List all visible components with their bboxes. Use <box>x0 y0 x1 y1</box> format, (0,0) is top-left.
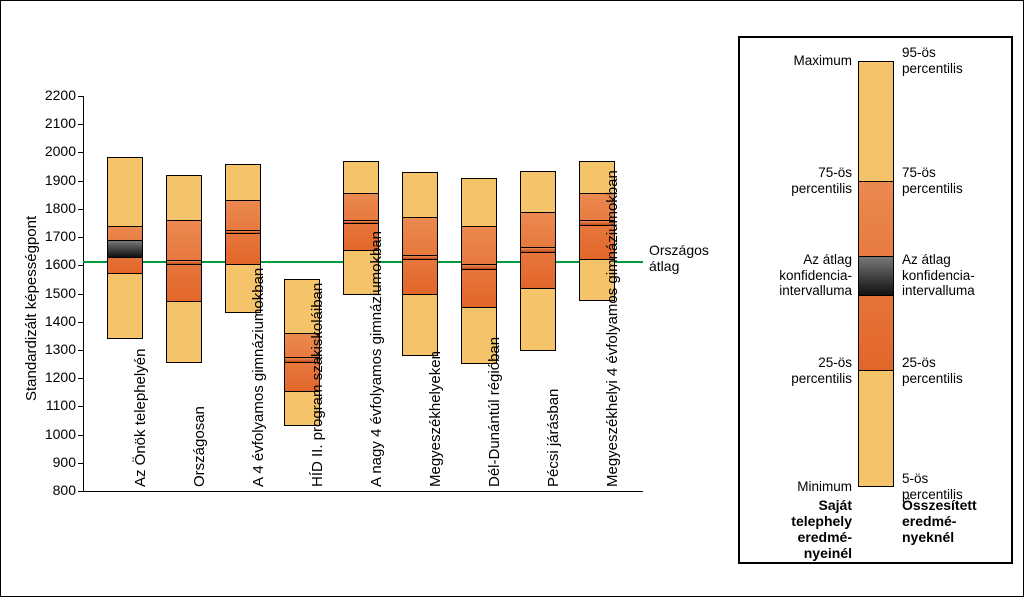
chart-container: 8009001000110012001300140015001600170018… <box>0 0 1024 597</box>
legend-right-label: 95-öspercentilis <box>902 45 1009 76</box>
legend-bottom-left: Sajáttelephelyeredmé-nyeinél <box>744 497 852 561</box>
legend-left-label: Minimum <box>744 479 852 495</box>
legend-right-label: 75-öspercentilis <box>902 165 1009 196</box>
category-label: Pécsi járásban <box>545 389 562 487</box>
category-label: Megyeszékhelyi 4 évfolyamos gimnáziumokb… <box>604 170 621 487</box>
box-ci <box>343 220 379 224</box>
box-ci <box>225 230 261 234</box>
y-tick-label: 2200 <box>28 87 76 103</box>
legend-left-label: 25-öspercentilis <box>744 355 852 386</box>
y-tick-label: 900 <box>28 454 76 470</box>
legend-right-label: Az átlagkonfidencia-intervalluma <box>902 252 1009 299</box>
y-tick-label: 2000 <box>28 143 76 159</box>
box-ci <box>461 264 497 270</box>
category-label: HÍD II. program szakiskoláiban <box>309 283 326 487</box>
legend-right-label: 25-öspercentilis <box>902 355 1009 386</box>
category-label: A 4 évfolyamos gimnáziumokban <box>250 268 267 487</box>
category-label: Országosan <box>191 406 208 487</box>
category-label: Megyeszékhelyeken <box>427 351 444 487</box>
reference-line-label: Országosátlag <box>649 242 709 274</box>
category-label: A nagy 4 évfolyamos gimnáziumokban <box>368 231 385 487</box>
y-tick-label: 2100 <box>28 115 76 131</box>
box-ci <box>166 260 202 266</box>
legend-left-label: Az átlagkonfidencia-intervalluma <box>744 252 852 299</box>
category-label: Az Önök telephelyén <box>132 349 149 487</box>
y-tick-label: 1800 <box>28 200 76 216</box>
y-tick-label: 1900 <box>28 172 76 188</box>
y-axis-title: Standardizált képességpont <box>23 216 40 401</box>
y-tick-label: 800 <box>28 482 76 498</box>
box-ci <box>107 240 143 258</box>
y-tick-label: 1000 <box>28 426 76 442</box>
box-ci <box>520 247 556 253</box>
legend-left-label: 75-öspercentilis <box>744 165 852 196</box>
legend-bottom-right: Összesítetteredmé-nyeknél <box>902 497 1009 545</box>
category-label: Dél-Dunántúl régióban <box>486 337 503 487</box>
box-ci <box>402 255 438 259</box>
legend-left-label: Maximum <box>744 53 852 69</box>
